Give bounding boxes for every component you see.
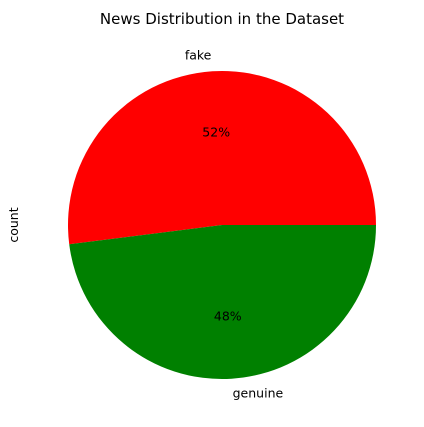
chart-title: News Distribution in the Dataset — [100, 10, 344, 28]
pie-slice-genuine — [69, 225, 377, 379]
pie-slices — [68, 71, 377, 379]
y-axis-label: count — [6, 207, 21, 242]
pie-labels: fake 52% genuine 48% — [185, 47, 284, 400]
slice-label-genuine: genuine — [233, 386, 284, 401]
slice-label-fake: fake — [185, 47, 212, 62]
pie-slice-fake — [68, 71, 377, 245]
slice-percent-genuine: 48% — [214, 309, 242, 324]
slice-percent-fake: 52% — [202, 124, 230, 139]
